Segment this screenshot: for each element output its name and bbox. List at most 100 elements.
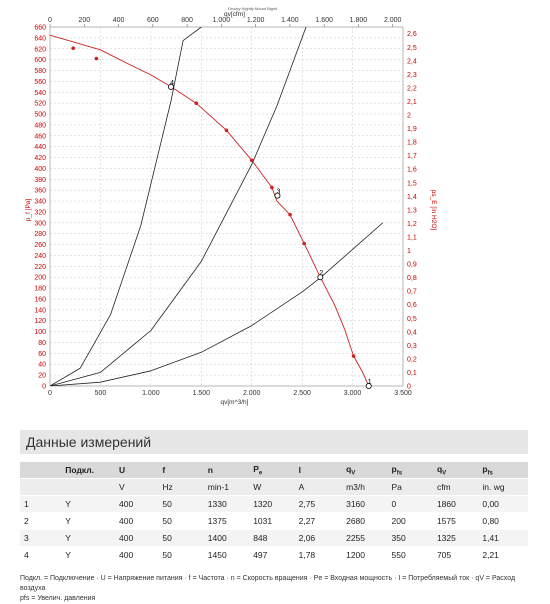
y-tick-left: 300 <box>34 220 46 227</box>
y-tick-right: 1,6 <box>407 167 417 174</box>
y-tick-right: 1 <box>407 248 411 255</box>
x-tick-bottom: 2.000 <box>243 390 261 397</box>
y-tick-left: 400 <box>34 166 46 173</box>
unit-flow-m3h: m3/h <box>342 479 388 495</box>
fan-curve-marker <box>351 354 356 358</box>
y-tick-right: 0,9 <box>407 262 417 269</box>
cell: 400 <box>114 530 159 546</box>
y-tick-right: 1,4 <box>407 194 417 201</box>
y-tick-right: 0,8 <box>407 275 417 282</box>
unit-current: A <box>294 479 343 495</box>
y-tick-left: 360 <box>34 188 46 195</box>
y-tick-left: 620 <box>34 46 46 53</box>
x-tick-top: 1.600 <box>315 17 333 24</box>
measurement-table: Подкл. U f n Pe I qV pfs qV pfs V Hz min… <box>20 461 528 564</box>
cell: 550 <box>387 547 433 563</box>
x-tick-top: 0 <box>48 17 52 24</box>
x-tick-top: 1.200 <box>247 17 265 24</box>
flow-symbol: q <box>346 463 352 474</box>
cell: 2680 <box>342 513 388 529</box>
unit-empty <box>20 479 62 495</box>
cell: 3160 <box>342 496 388 512</box>
fan-curve-marker <box>71 46 75 51</box>
legend-line-2: pfs = Увелич. давления <box>20 595 96 602</box>
cell: 1325 <box>432 530 479 546</box>
y-tick-left: 280 <box>34 231 46 238</box>
table-row: 1 Y 400 50 1330 1320 2,75 3160 0 1860 0,… <box>20 496 528 512</box>
y-tick-left: 320 <box>34 209 46 216</box>
fan-curve-chart: 0 20 40 60 80 100 120 140 160 180 200 220 240 260 280 3… <box>25 6 437 406</box>
table-units-row: V Hz min-1 W A m3/h Pa cfm in. wg <box>20 479 528 495</box>
x-axis-label-top: qv[cfm] <box>224 11 245 18</box>
y-tick-left: 600 <box>34 57 46 64</box>
cell: 1575 <box>432 513 479 529</box>
x-tick-bottom: 3.000 <box>344 390 362 397</box>
cell: 400 <box>114 496 159 512</box>
cell: 50 <box>158 513 204 529</box>
y-tick-left: 580 <box>34 68 46 75</box>
x-tick-bottom: 500 <box>95 390 107 397</box>
operating-point-label: 2 <box>319 270 323 277</box>
y-tick-left: 420 <box>34 155 46 162</box>
y-tick-right: 2,6 <box>407 31 417 38</box>
measurement-section-header: Данные измерений <box>20 430 528 454</box>
y-tick-left: 340 <box>34 199 46 206</box>
x-axis-label-bottom: qv[m^3/h] <box>221 399 249 406</box>
chart-svg: 0204060801001201401601802002202402602803… <box>25 6 437 406</box>
cell: 2,21 <box>478 547 528 563</box>
cell: 350 <box>387 530 433 546</box>
y-tick-right: 0,7 <box>407 289 417 296</box>
x-tick-bottom: 2.500 <box>293 390 311 397</box>
y-tick-right: 2,3 <box>407 72 417 79</box>
y-tick-left: 480 <box>34 122 46 129</box>
y-tick-left: 140 <box>34 307 46 314</box>
y-tick-left: 60 <box>38 351 46 358</box>
cell: 0,00 <box>478 496 528 512</box>
fan-curve-marker <box>249 158 254 163</box>
y-tick-left: 180 <box>34 286 46 293</box>
table-row: 4 Y 400 50 1450 497 1,78 1200 550 705 2,… <box>20 547 528 563</box>
cell: 1860 <box>432 496 479 512</box>
unit-flow-cfm: cfm <box>432 479 479 495</box>
y-tick-right: 1,3 <box>407 207 417 214</box>
y-tick-right: 2,1 <box>407 99 417 106</box>
x-tick-bottom: 1.000 <box>142 390 160 397</box>
y-tick-right: 2 <box>407 113 411 120</box>
operating-point-label: 3 <box>276 189 280 196</box>
operating-point-marker <box>365 382 372 389</box>
cell: 1330 <box>203 496 250 512</box>
table-header-row: Подкл. U f n Pe I qV pfs qV pfs <box>20 462 528 478</box>
pressure-symbol: p <box>391 463 397 474</box>
y-tick-right: 1,8 <box>407 140 417 147</box>
chart-title: Drucky Hightly Mount Bignit <box>228 6 278 11</box>
x-tick-top: 1.400 <box>281 17 299 24</box>
cell: 848 <box>249 530 295 546</box>
cell: Y <box>61 496 115 512</box>
y-tick-left: 380 <box>34 177 46 184</box>
y-tick-right: 1,7 <box>407 153 417 160</box>
y-tick-right: 0,6 <box>407 302 417 309</box>
fan-curve-marker <box>224 128 229 133</box>
cell: 3 <box>20 530 62 546</box>
cell: 1400 <box>203 530 250 546</box>
cell: 1 <box>20 496 62 512</box>
y-tick-left: 100 <box>34 329 46 336</box>
operating-point-label: 4 <box>170 80 174 87</box>
pressure-inwg-sub: fs <box>487 470 493 477</box>
y-tick-right: 1,9 <box>407 126 417 133</box>
abbreviation-legend: Подкл. = Подключение · U = Напряжение пи… <box>20 574 530 604</box>
x-tick-top: 800 <box>181 17 193 24</box>
col-header-flow-cfm: qV <box>432 462 479 478</box>
fan-curve-line <box>50 34 370 386</box>
y-tick-right: 0,3 <box>407 343 417 350</box>
x-tick-top: 1.800 <box>350 17 368 24</box>
x-tick-top: 600 <box>147 17 159 24</box>
cell: 400 <box>114 513 159 529</box>
operating-point-marker <box>274 192 281 199</box>
y-tick-left: 560 <box>34 79 46 86</box>
col-header-connection: Подкл. <box>61 462 115 478</box>
x-tick-bottom: 0 <box>48 390 52 397</box>
cell: 50 <box>158 547 204 563</box>
section-title: Данные измерений <box>26 434 152 450</box>
y-tick-left: 160 <box>34 296 46 303</box>
